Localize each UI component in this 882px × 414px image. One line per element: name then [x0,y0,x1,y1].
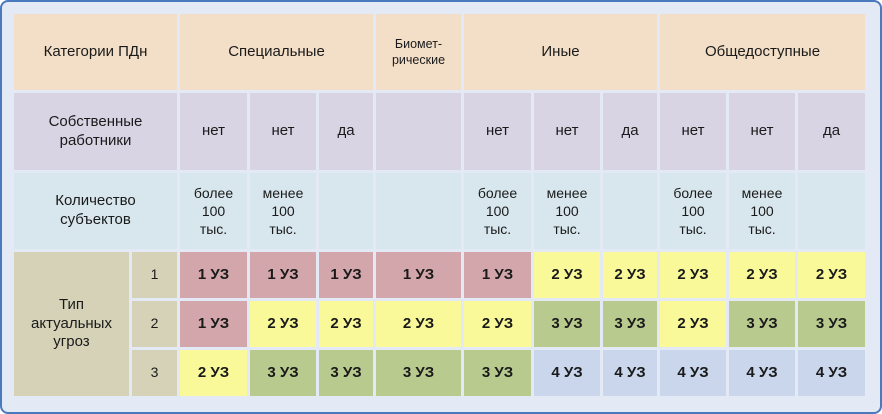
uz-cell: 1 УЗ [180,252,247,298]
own-employees-label: Собственные работники [14,93,177,170]
table-grid: Категории ПДн Специальные Биомет- рическ… [14,14,868,396]
subjects-count-cell: более 100 тыс. [464,173,531,249]
subjects-count-cell: менее 100 тыс. [729,173,795,249]
uz-cell: 3 УЗ [250,350,316,396]
uz-cell: 2 УЗ [376,301,461,347]
threat-types-label: Тип актуальных угроз [14,252,129,396]
uz-cell: 2 УЗ [319,301,373,347]
uz-cell: 2 УЗ [180,350,247,396]
threat-type-number: 1 [132,252,177,298]
subjects-count-cell: более 100 тыс. [660,173,726,249]
uz-cell: 2 УЗ [464,301,531,347]
own-employees-cell: нет [534,93,600,170]
uz-cell: 3 УЗ [603,301,657,347]
uz-cell: 1 УЗ [250,252,316,298]
uz-cell: 4 УЗ [660,350,726,396]
subjects-count-cell [798,173,865,249]
uz-cell: 1 УЗ [464,252,531,298]
uz-cell: 3 УЗ [464,350,531,396]
table-title-cell: Категории ПДн [14,14,177,90]
uz-cell: 3 УЗ [319,350,373,396]
subjects-count-cell: менее 100 тыс. [250,173,316,249]
subjects-count-cell [376,173,461,249]
own-employees-cell: да [603,93,657,170]
subjects-count-cell [319,173,373,249]
category-group-other: Иные [464,14,657,90]
uz-cell: 2 УЗ [250,301,316,347]
own-employees-cell: нет [464,93,531,170]
subjects-count-cell: более 100 тыс. [180,173,247,249]
uz-cell: 4 УЗ [798,350,865,396]
uz-cell: 1 УЗ [376,252,461,298]
own-employees-cell: да [319,93,373,170]
uz-cell: 2 УЗ [534,252,600,298]
own-employees-cell: нет [660,93,726,170]
own-employees-cell: нет [729,93,795,170]
uz-cell: 4 УЗ [729,350,795,396]
own-employees-cell: да [798,93,865,170]
uz-cell: 4 УЗ [603,350,657,396]
uz-cell: 3 УЗ [729,301,795,347]
uz-cell: 4 УЗ [534,350,600,396]
uz-cell: 3 УЗ [534,301,600,347]
category-group-public: Общедоступные [660,14,865,90]
uz-cell: 2 УЗ [729,252,795,298]
uz-cell: 2 УЗ [603,252,657,298]
subjects-count-label: Количество субъектов [14,173,177,249]
subjects-count-cell: менее 100 тыс. [534,173,600,249]
uz-cell: 2 УЗ [798,252,865,298]
own-employees-cell: нет [180,93,247,170]
uz-cell: 1 УЗ [319,252,373,298]
uz-cell: 2 УЗ [660,252,726,298]
threat-type-number: 2 [132,301,177,347]
uz-cell: 2 УЗ [660,301,726,347]
subjects-count-cell [603,173,657,249]
uz-cell: 3 УЗ [798,301,865,347]
uz-cell: 3 УЗ [376,350,461,396]
threat-type-number: 3 [132,350,177,396]
own-employees-cell: нет [250,93,316,170]
category-group-special: Специальные [180,14,373,90]
category-group-biometric: Биомет- рические [376,14,461,90]
own-employees-cell [376,93,461,170]
uz-cell: 1 УЗ [180,301,247,347]
